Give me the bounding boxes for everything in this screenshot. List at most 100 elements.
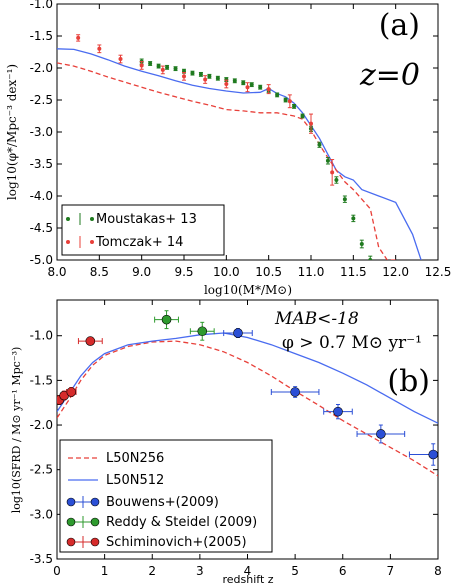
panel-b-xtick-label: 6 bbox=[339, 564, 347, 578]
panel-a-series-2-point bbox=[148, 61, 153, 66]
panel-a-series-2-point bbox=[258, 85, 263, 90]
panel-a-series-1-line bbox=[57, 62, 396, 260]
panel-a-xtick-label: 10.5 bbox=[255, 265, 282, 279]
panel-a-series-2-point bbox=[334, 178, 339, 182]
legend-moustakas-marker bbox=[90, 217, 94, 221]
panel-a-series-2-point bbox=[300, 114, 305, 118]
panel-a-xtick-label: 11.0 bbox=[298, 265, 325, 279]
panel-a-series-2-point bbox=[215, 76, 220, 81]
panel-b-series-4-point bbox=[66, 387, 77, 397]
panel-a-xtick-label: 10.0 bbox=[213, 265, 240, 279]
panel-b-xtick-label: 3 bbox=[196, 564, 204, 578]
panel-b-label: (b) bbox=[387, 364, 430, 399]
legend-reddy-steidel: Reddy & Steidel (2009) bbox=[106, 515, 257, 530]
panel-b-magnitude-cut: MAB<-18 bbox=[274, 309, 359, 329]
panel-b-legend: L50N256 L50N512 Bouwens+(2009) Reddy & S… bbox=[59, 439, 273, 553]
panel-a-series-2-point bbox=[173, 66, 178, 71]
panel-a-series-2-point bbox=[275, 92, 280, 97]
panel-b-series-2-point bbox=[428, 449, 438, 460]
panel-a-series-3-point bbox=[182, 74, 186, 79]
panel-b-series-4-point bbox=[85, 336, 96, 346]
legend-bouwens-marker bbox=[66, 497, 76, 507]
panel-a-ytick-label: -3.5 bbox=[30, 157, 53, 171]
panel-a-series-2-point bbox=[317, 142, 322, 147]
panel-a-legend: Moustakas+ 13 Tomczak+ 14 bbox=[61, 204, 225, 256]
legend-tomczak-marker bbox=[90, 240, 94, 244]
legend-reddy-steidel-marker bbox=[90, 517, 100, 527]
panel-a-xtick-label: 9.5 bbox=[174, 265, 193, 279]
panel-a-series-2-point bbox=[165, 65, 170, 70]
panel-b-xlabel: redshift z bbox=[222, 573, 273, 586]
legend-tomczak-marker bbox=[66, 240, 70, 244]
panel-a-series-2-point bbox=[156, 64, 161, 69]
panel-b-legend-markers bbox=[66, 457, 100, 548]
panel-a-series-3-point bbox=[287, 99, 292, 104]
panel-a-series-2-point bbox=[283, 98, 288, 102]
panel-a-ytick-label: -2.5 bbox=[30, 93, 53, 107]
legend-l50n256: L50N256 bbox=[106, 451, 164, 466]
panel-a-plot-area bbox=[57, 34, 422, 260]
legend-bouwens-marker bbox=[90, 497, 100, 507]
panel-a-series-3-point bbox=[266, 87, 271, 92]
panel-b-ticks: 0 1 2 3 4 5 6 7 8 -1.0 -1.5 -2.0 -2.5 -3.0 -3.5 bbox=[30, 300, 442, 578]
legend-moustakas-marker bbox=[66, 217, 70, 221]
panel-b-ytick-label: -3.5 bbox=[30, 552, 53, 566]
panel-a-series-3-point bbox=[224, 82, 229, 86]
legend-l50n512: L50N512 bbox=[106, 473, 164, 488]
panel-b-ytick-label: -1.0 bbox=[30, 329, 53, 343]
panel-a-ytick-label: -5.0 bbox=[30, 253, 53, 267]
panel-a-ytick-label: -1.0 bbox=[30, 0, 53, 11]
panel-b-xtick-label: 7 bbox=[387, 564, 395, 578]
panel-b-series-3-point bbox=[197, 326, 208, 337]
panel-b-sfr-cut: φ > 0.7 M⊙ yr⁻¹ bbox=[282, 333, 422, 353]
panel-a-series-3-point bbox=[245, 85, 250, 90]
panel-a-series-2-point bbox=[351, 216, 356, 221]
panel-a-ytick-label: -1.5 bbox=[30, 29, 53, 43]
panel-a-series-2-point bbox=[198, 72, 203, 77]
panel-a-series-2-point bbox=[368, 258, 373, 260]
legend-schiminovich-marker bbox=[66, 537, 76, 547]
legend-moustakas: Moustakas+ 13 bbox=[96, 212, 197, 227]
panel-b-xtick-label: 4 bbox=[244, 564, 252, 578]
panel-a-legend-markers bbox=[66, 213, 94, 248]
panel-b-xtick-label: 5 bbox=[291, 564, 299, 578]
panel-a-series-3-point bbox=[76, 35, 81, 40]
panel-a-label: (a) bbox=[379, 8, 420, 43]
legend-reddy-steidel-marker bbox=[66, 517, 76, 527]
panel-a-ytick-label: -3.0 bbox=[30, 125, 53, 139]
panel-a-xtick-label: 11.5 bbox=[340, 265, 367, 279]
panel-b-xtick-label: 0 bbox=[53, 564, 61, 578]
panel-a-series-3-point bbox=[330, 170, 335, 175]
panel-a-series-3-point bbox=[160, 67, 165, 72]
panel-a-xtick-label: 9.0 bbox=[132, 265, 151, 279]
panel-a-series-2-point bbox=[325, 158, 330, 163]
panel-b-ytick-label: -2.5 bbox=[30, 463, 53, 477]
panel-a-series-2-point bbox=[249, 82, 254, 87]
panel-b-series-2-point bbox=[290, 387, 300, 397]
panel-b-series-2-point bbox=[233, 328, 243, 338]
legend-bouwens: Bouwens+(2009) bbox=[106, 495, 219, 510]
panel-a-series-3-point bbox=[139, 63, 144, 68]
panel-a-ytick-label: -2.0 bbox=[30, 61, 53, 75]
panel-a-ylabel: log10(φ*/Mpc⁻³ dex⁻¹) bbox=[5, 64, 19, 200]
panel-b-ytick-label: -2.0 bbox=[30, 418, 53, 432]
panel-a-series-2-point bbox=[241, 80, 246, 85]
panel-a-series-2-point bbox=[359, 242, 364, 246]
panel-a-series-3-point bbox=[118, 57, 123, 62]
panel-a-ticks: 8.0 8.5 9.0 9.5 10.0 10.5 11.0 11.5 12.0 12.5 -1.0… bbox=[30, 0, 452, 279]
panel-a-series-2-point bbox=[292, 104, 297, 109]
panel-b-ytick-label: -3.0 bbox=[30, 507, 53, 521]
panel-b-plot-area bbox=[57, 310, 438, 477]
panel-a-legend-box bbox=[61, 204, 225, 256]
panel-a-redshift-annotation: z=0 bbox=[359, 58, 420, 93]
panel-a-xtick-label: 8.5 bbox=[90, 265, 109, 279]
panel-b-series-3-point bbox=[161, 314, 172, 325]
panel-b-xtick-label: 1 bbox=[101, 564, 109, 578]
legend-schiminovich: Schiminovich+(2005) bbox=[106, 535, 247, 550]
panel-a-series-3-point bbox=[97, 46, 102, 51]
panel-b-series-0-line bbox=[57, 340, 438, 477]
panel-b-ylabel: log10(SFRD / M⊙ yr⁻¹ Mpc⁻³) bbox=[10, 347, 23, 514]
panel-a-xtick-label: 8.0 bbox=[47, 265, 66, 279]
panel-a-ytick-label: -4.5 bbox=[30, 221, 53, 235]
